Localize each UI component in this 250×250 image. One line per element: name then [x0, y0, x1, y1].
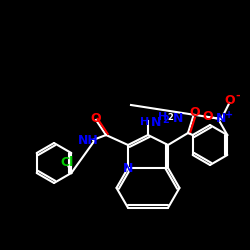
Text: O: O: [224, 94, 235, 108]
Text: N: N: [216, 112, 226, 126]
Text: 2: 2: [162, 115, 170, 125]
Text: NH: NH: [78, 134, 98, 146]
Text: O: O: [202, 110, 213, 124]
Text: H: H: [158, 112, 168, 122]
Text: -: -: [235, 91, 240, 101]
Text: Cl: Cl: [61, 156, 74, 170]
Text: N: N: [123, 162, 133, 174]
Text: N: N: [173, 112, 183, 126]
Text: 2: 2: [167, 112, 173, 122]
Text: N: N: [151, 116, 161, 128]
Text: +: +: [225, 110, 234, 120]
Text: O: O: [91, 112, 101, 124]
Text: H: H: [140, 117, 149, 127]
Text: O: O: [190, 106, 200, 120]
